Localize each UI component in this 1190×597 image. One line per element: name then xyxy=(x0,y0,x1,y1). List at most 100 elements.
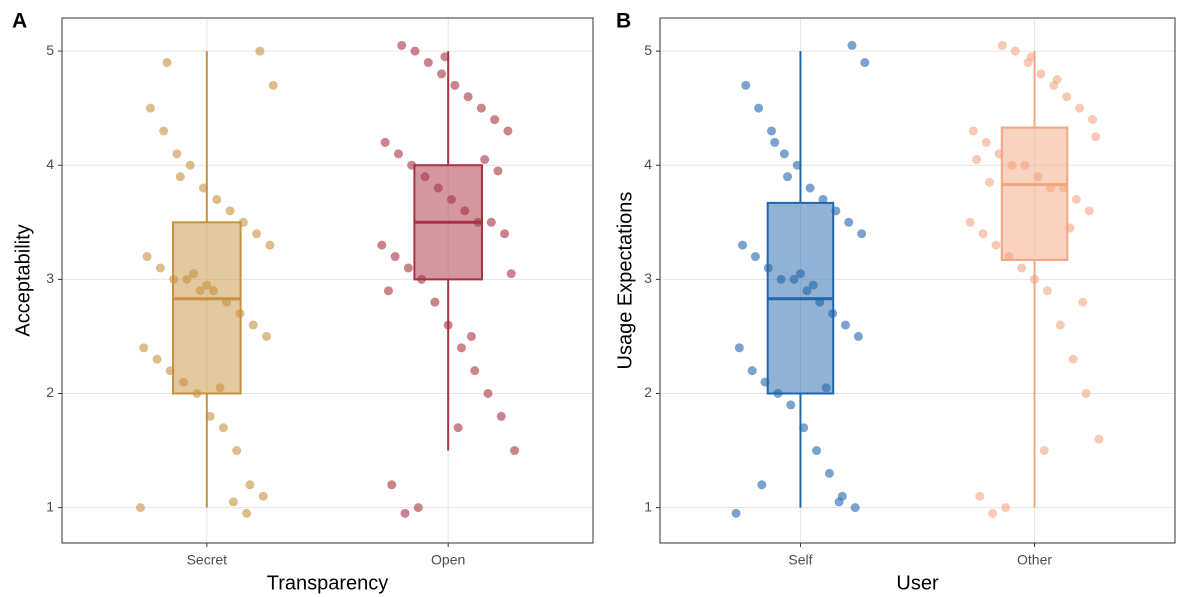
point xyxy=(466,331,476,341)
point xyxy=(490,115,500,125)
point xyxy=(770,137,780,147)
x-tick-label: Open xyxy=(431,552,465,568)
point xyxy=(1078,297,1088,307)
panel-label: A xyxy=(12,10,27,33)
point xyxy=(1084,206,1094,216)
point xyxy=(510,446,520,456)
point xyxy=(205,411,215,421)
point xyxy=(1071,194,1081,204)
y-tick-label: 2 xyxy=(644,384,652,400)
y-tick-label: 5 xyxy=(46,42,54,58)
point xyxy=(135,503,145,513)
point xyxy=(255,46,265,56)
y-tick-label: 1 xyxy=(46,498,54,514)
point xyxy=(268,80,278,90)
y-tick-label: 2 xyxy=(46,384,54,400)
point xyxy=(834,497,844,507)
point xyxy=(805,183,815,193)
x-tick-label: Self xyxy=(788,552,812,568)
point xyxy=(1001,503,1011,513)
point xyxy=(857,229,867,239)
point xyxy=(503,126,513,136)
point xyxy=(844,217,854,227)
point xyxy=(390,252,400,262)
y-tick-label: 4 xyxy=(46,156,54,172)
point xyxy=(738,240,748,250)
point xyxy=(175,172,185,182)
point xyxy=(506,269,516,279)
y-tick-label: 4 xyxy=(644,156,652,172)
point xyxy=(1055,320,1065,330)
point xyxy=(1094,434,1104,444)
point xyxy=(248,320,258,330)
point xyxy=(397,40,407,50)
point xyxy=(991,240,1001,250)
x-axis-title: User xyxy=(896,572,939,594)
point xyxy=(437,69,447,79)
point xyxy=(476,103,486,113)
point xyxy=(139,343,149,353)
point xyxy=(731,508,741,518)
point xyxy=(440,52,450,62)
point xyxy=(978,229,988,239)
point xyxy=(984,177,994,187)
point xyxy=(754,103,764,113)
point xyxy=(393,149,403,159)
point xyxy=(747,366,757,376)
point xyxy=(486,217,496,227)
point xyxy=(380,137,390,147)
point xyxy=(853,331,863,341)
point xyxy=(750,252,760,262)
point xyxy=(172,149,182,159)
point xyxy=(430,297,440,307)
point xyxy=(480,155,490,165)
point xyxy=(1036,69,1046,79)
point xyxy=(212,194,222,204)
point xyxy=(997,40,1007,50)
point xyxy=(988,508,998,518)
box xyxy=(1000,126,1069,261)
x-axis-title: Transparency xyxy=(267,572,389,594)
point xyxy=(818,194,828,204)
point xyxy=(232,446,242,456)
y-tick-label: 3 xyxy=(644,270,652,286)
point xyxy=(483,388,493,398)
point xyxy=(1087,115,1097,125)
point xyxy=(456,343,466,353)
point xyxy=(198,183,208,193)
point xyxy=(387,480,397,490)
point xyxy=(463,92,473,102)
point xyxy=(965,217,975,227)
point xyxy=(786,400,796,410)
point xyxy=(779,149,789,159)
point xyxy=(741,80,751,90)
point xyxy=(860,58,870,68)
panel-label: B xyxy=(616,10,631,33)
point xyxy=(258,491,268,501)
point xyxy=(972,155,982,165)
point xyxy=(1017,263,1027,273)
point xyxy=(218,423,228,433)
point xyxy=(450,80,460,90)
point xyxy=(185,160,195,170)
y-axis-title: Usage Expectations xyxy=(614,192,636,370)
point xyxy=(1010,46,1020,56)
point xyxy=(981,137,991,147)
point xyxy=(1091,132,1101,142)
point xyxy=(159,126,169,136)
point xyxy=(228,497,238,507)
x-tick-label: Secret xyxy=(187,552,228,568)
point xyxy=(242,508,252,518)
point xyxy=(1042,286,1052,296)
point xyxy=(162,58,172,68)
point xyxy=(824,468,834,478)
point xyxy=(493,166,503,176)
y-tick-label: 5 xyxy=(644,42,652,58)
point xyxy=(377,240,387,250)
point xyxy=(757,480,767,490)
point xyxy=(1081,388,1091,398)
point xyxy=(1068,354,1078,364)
point xyxy=(1039,446,1049,456)
point xyxy=(812,446,822,456)
